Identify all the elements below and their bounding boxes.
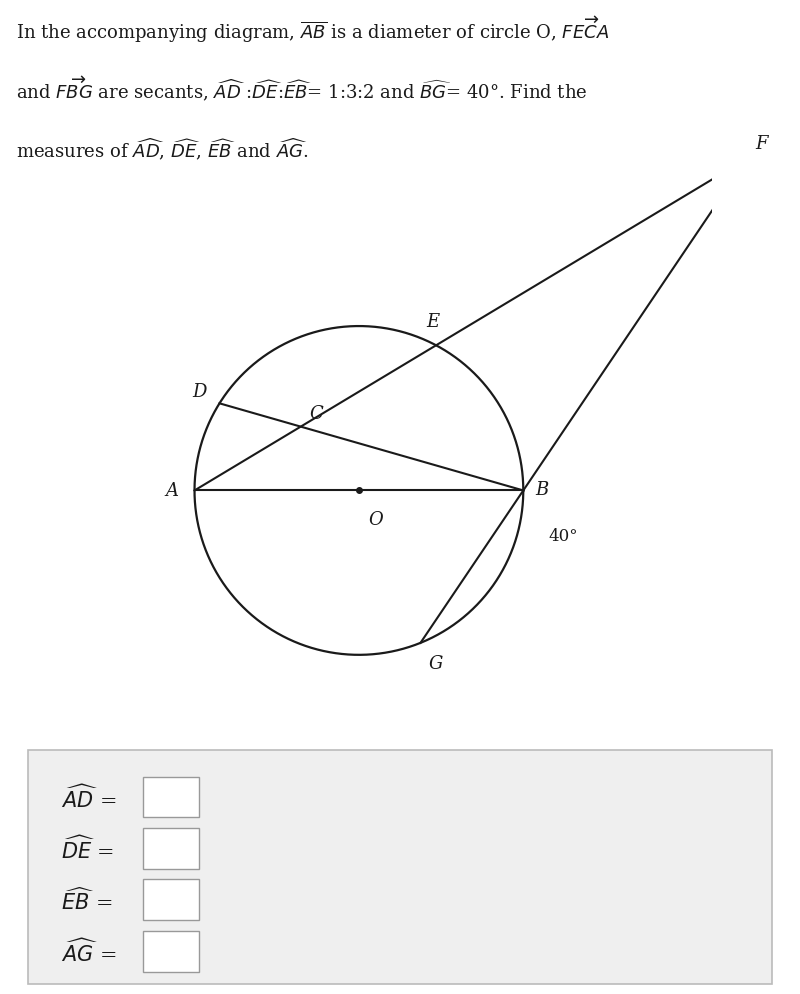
Text: $\widehat{EB}$ =: $\widehat{EB}$ = (62, 887, 113, 913)
Text: 40°: 40° (548, 527, 578, 544)
Text: A: A (165, 482, 178, 500)
Text: D: D (192, 383, 206, 401)
Text: G: G (429, 655, 443, 673)
Text: B: B (535, 480, 548, 498)
FancyBboxPatch shape (143, 828, 199, 869)
Text: and $\overrightarrow{FBG}$ are secants, $\widehat{AD}$ :$\widehat{DE}$:$\widehat: and $\overrightarrow{FBG}$ are secants, … (16, 76, 587, 104)
Text: F: F (755, 134, 768, 152)
Text: $\widehat{DE}$ =: $\widehat{DE}$ = (62, 835, 114, 862)
Text: $\widehat{AD}$ =: $\widehat{AD}$ = (62, 783, 117, 811)
Text: O: O (369, 511, 383, 529)
FancyBboxPatch shape (143, 880, 199, 920)
Text: E: E (426, 313, 439, 331)
Text: In the accompanying diagram, $\overline{AB}$ is a diameter of circle O, $\overri: In the accompanying diagram, $\overline{… (16, 14, 610, 46)
Text: C: C (309, 405, 322, 422)
Text: $\widehat{AG}$ =: $\widehat{AG}$ = (62, 937, 117, 965)
FancyBboxPatch shape (143, 931, 199, 972)
Text: measures of $\widehat{AD}$, $\widehat{DE}$, $\widehat{EB}$ and $\widehat{AG}$.: measures of $\widehat{AD}$, $\widehat{DE… (16, 136, 309, 161)
FancyBboxPatch shape (28, 750, 772, 984)
FancyBboxPatch shape (143, 776, 199, 818)
